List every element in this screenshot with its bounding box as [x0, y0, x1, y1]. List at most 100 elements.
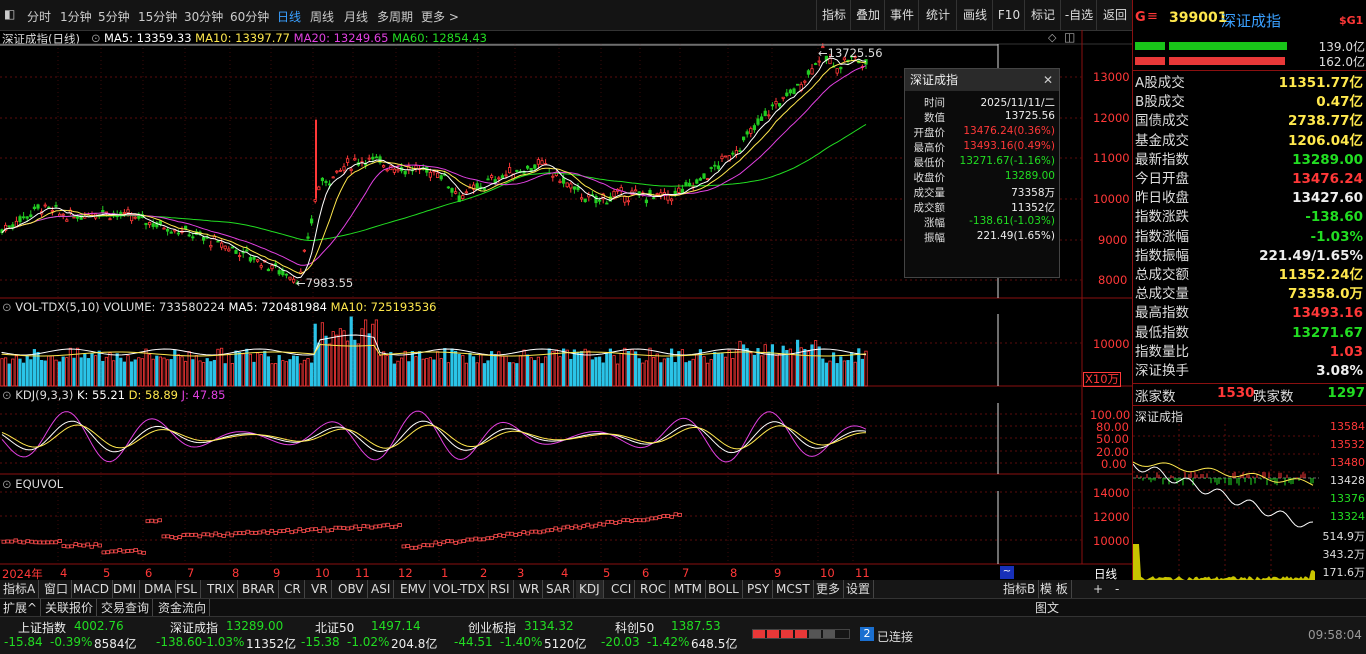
remove-favorite-button[interactable]: -自选 — [1060, 0, 1097, 30]
indicator-tab[interactable]: VOL-TDX — [430, 580, 489, 598]
connection-status[interactable]: 已连接 — [877, 630, 914, 644]
period-tab-5min[interactable]: 5分钟 — [98, 10, 130, 24]
period-tab-multi[interactable]: 多周期 — [377, 10, 414, 24]
index-name: 北证50 — [315, 621, 355, 635]
indicator-tab[interactable]: MACD — [70, 580, 113, 598]
indicator-tab[interactable]: KDJ — [576, 580, 604, 598]
vol-ma5: MA5: 720481984 — [228, 300, 328, 314]
quote-key: 今日开盘 — [1135, 171, 1189, 187]
indicator-tab[interactable]: MCST — [773, 580, 814, 598]
indicator-tab[interactable]: OBV — [335, 580, 368, 598]
panel-toggle-icon[interactable]: ◧ — [4, 7, 16, 21]
quote-row: 总成交额 11352.24亿 — [1135, 266, 1365, 285]
bar-top-value: 139.0亿 — [1318, 40, 1365, 54]
back-button[interactable]: 返回 — [1096, 0, 1133, 30]
close-icon[interactable]: ✕ — [1042, 73, 1053, 87]
indicator-tab[interactable]: ASI — [368, 580, 395, 598]
period-tab-60min[interactable]: 60分钟 — [230, 10, 270, 24]
tooltip-key: 最高价 — [913, 142, 946, 154]
indicator-tab[interactable]: WR — [516, 580, 544, 598]
period-tab-monthly[interactable]: 月线 — [344, 10, 369, 24]
intraday-mini-chart[interactable] — [1133, 424, 1319, 590]
tooltip-value: 2025/11/11/二 — [980, 97, 1055, 109]
quote-value: 11352.24亿 — [1278, 267, 1363, 283]
indicator-tab[interactable]: 更多 — [813, 580, 845, 598]
indicator-tab[interactable]: RSI — [487, 580, 514, 598]
mini-y-3: 13480 — [1330, 456, 1365, 469]
period-tab-more[interactable]: 更多 > — [421, 10, 459, 24]
event-button[interactable]: 事件 — [884, 0, 919, 30]
x-tick: 1 — [441, 566, 449, 580]
list-icon[interactable]: ≡ — [1147, 9, 1158, 24]
diamond-icon[interactable]: ◇ — [1048, 31, 1057, 44]
zoom-in-button[interactable]: + — [1093, 582, 1104, 596]
window-restore-icon[interactable]: ◫ — [1064, 30, 1076, 44]
indicator-tab[interactable]: 指标A — [0, 580, 40, 598]
quote-row: 深证换手 3.08% — [1135, 362, 1365, 381]
mark-button[interactable]: 标记 — [1024, 0, 1061, 30]
draw-line-button[interactable]: 画线 — [956, 0, 993, 30]
index-amount: 8584亿 — [94, 637, 137, 651]
period-tab-daily[interactable]: 日线 — [277, 10, 302, 24]
indicator-tab[interactable]: VR — [308, 580, 332, 598]
indicator-tab[interactable]: DMI — [110, 580, 141, 598]
zoom-out-button[interactable]: - — [1115, 582, 1120, 596]
indicator-tab[interactable]: BOLL — [705, 580, 743, 598]
indicator-tab[interactable]: EMV — [397, 580, 431, 598]
buy-bar-2 — [1169, 42, 1287, 50]
quote-value: 13427.60 — [1292, 190, 1363, 207]
indicator-tab[interactable]: BRAR — [239, 580, 279, 598]
statistics-button[interactable]: 统计 — [918, 0, 957, 30]
index-pct: -1.42% — [647, 635, 690, 649]
tooltip-key: 成交额 — [913, 202, 946, 214]
f10-button[interactable]: F10 — [992, 0, 1025, 30]
chevron-down-icon[interactable]: ⊙ — [2, 300, 12, 314]
indicator-tab[interactable]: SAR — [543, 580, 575, 598]
related-quotes-tab[interactable]: 关联报价 — [42, 599, 98, 617]
trade-query-tab[interactable]: 交易查询 — [98, 599, 154, 617]
indicator-button[interactable]: 指标 — [816, 0, 851, 30]
chevron-down-icon[interactable]: ⊙ — [91, 31, 101, 45]
overlay-button[interactable]: 叠加 — [850, 0, 885, 30]
quote-value: 2738.77亿 — [1288, 113, 1363, 130]
indicator-tab[interactable]: PSY — [744, 580, 774, 598]
connection-count[interactable]: 2 — [860, 627, 874, 641]
indicator-tab[interactable]: ROC — [637, 580, 671, 598]
template-tab[interactable]: 模 板 — [1037, 580, 1072, 598]
ma5-label: MA5: 13359.33 — [104, 31, 192, 45]
period-tab-weekly[interactable]: 周线 — [310, 10, 335, 24]
quote-row: 今日开盘 13476.24 — [1135, 170, 1365, 189]
buy-bar-1 — [1135, 42, 1165, 50]
vol-legend: ⊙ VOL-TDX(5,10) VOLUME: 733580224 MA5: 7… — [2, 300, 436, 314]
y-tick-12000: 12000 — [1093, 111, 1130, 125]
period-tab-1min[interactable]: 1分钟 — [60, 10, 92, 24]
chart-canvas[interactable] — [0, 0, 1132, 580]
tooltip-value: 11352亿 — [1011, 202, 1055, 214]
indicator-tab[interactable]: DMA — [141, 580, 176, 598]
expand-tab[interactable]: 扩展^ — [0, 599, 42, 617]
tooltip-row: 振幅 221.49(1.65%) — [905, 230, 1059, 245]
x-tick: 10 — [820, 566, 835, 580]
chevron-down-icon[interactable]: ⊙ — [2, 388, 12, 402]
indicator-tab[interactable]: CR — [281, 580, 305, 598]
period-tab-15min[interactable]: 15分钟 — [138, 10, 178, 24]
fund-flow-tab[interactable]: 资金流向 — [155, 599, 211, 617]
period-tab-30min[interactable]: 30分钟 — [184, 10, 224, 24]
mini-vol-3: 171.6万 — [1322, 566, 1366, 579]
status-bar: 上证指数 4002.76 -15.84 -0.39% 8584亿 深证成指 13289.00… — [0, 616, 1366, 654]
chevron-down-icon[interactable]: ⊙ — [2, 477, 12, 491]
scroll-handle[interactable]: ~ — [1000, 566, 1014, 579]
quote-row: 总成交量 73358.0万 — [1135, 285, 1365, 304]
index-change: -44.51 — [454, 635, 493, 649]
indicator-tab[interactable]: FSL — [173, 580, 201, 598]
indicator-b-tab[interactable]: 指标B — [1000, 580, 1040, 598]
indicator-tab[interactable]: TRIX — [204, 580, 239, 598]
period-tab-fenshi[interactable]: 分时 — [27, 10, 52, 24]
quote-row: B股成交 0.47亿 — [1135, 93, 1365, 112]
indicator-tab[interactable]: MTM — [671, 580, 707, 598]
indicator-tab[interactable]: 窗口 — [41, 580, 73, 598]
index-amount: 11352亿 — [246, 637, 297, 651]
indicator-tab[interactable]: CCI — [608, 580, 636, 598]
chart-text-tab[interactable]: 图文 — [1035, 601, 1060, 615]
indicator-tab[interactable]: 设置 — [843, 580, 875, 598]
